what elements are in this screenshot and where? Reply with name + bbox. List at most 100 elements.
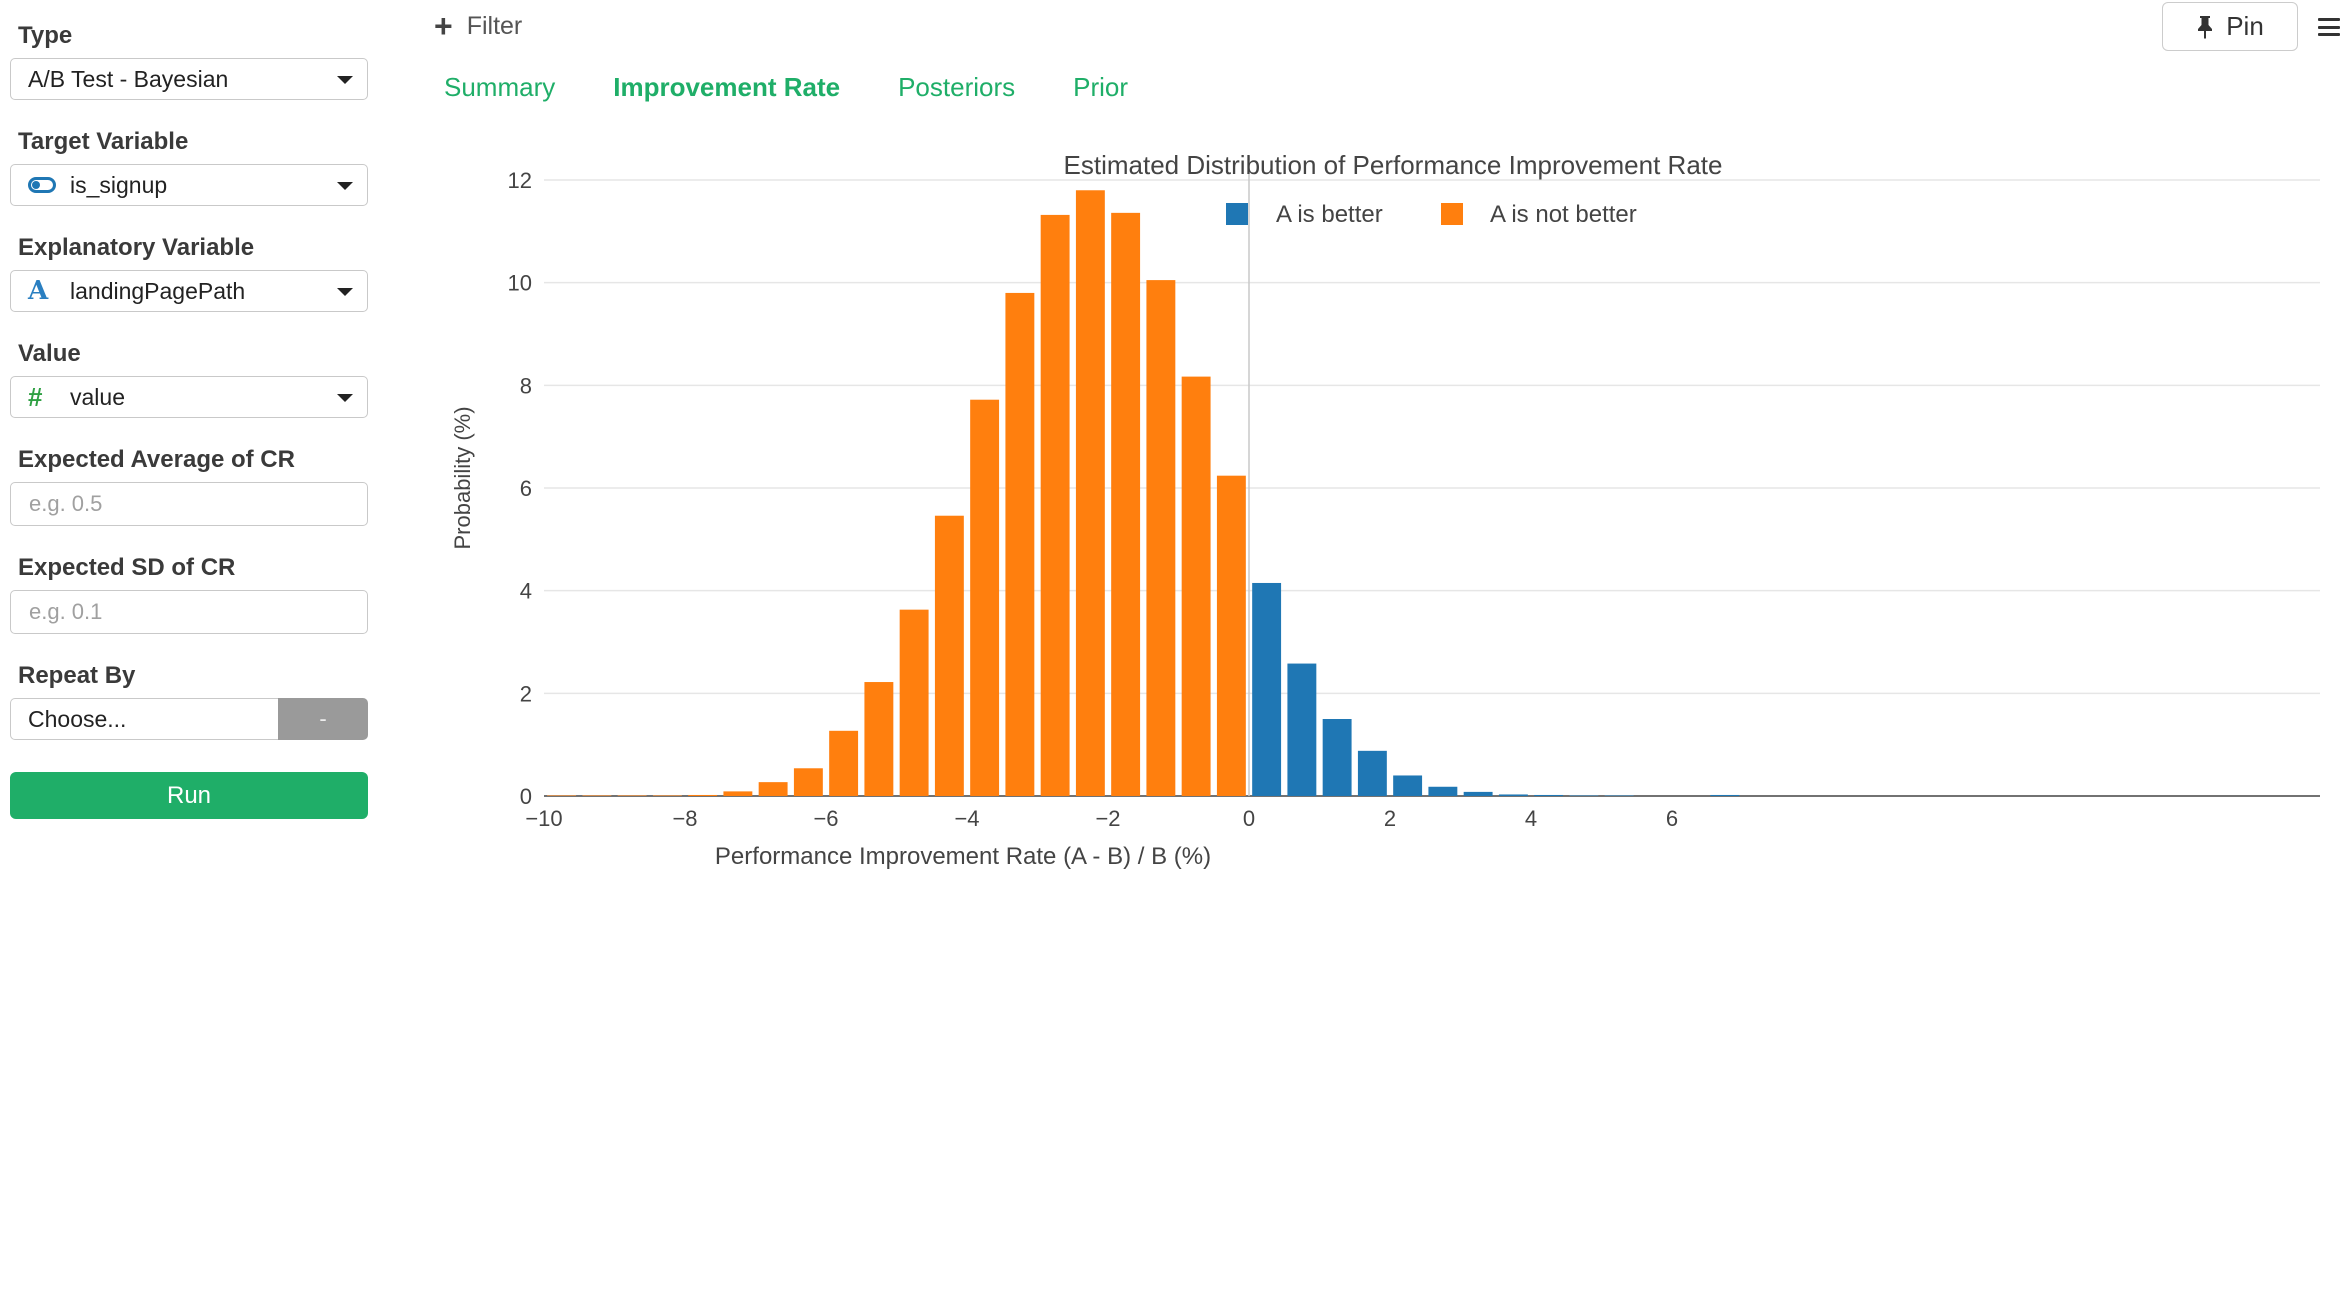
type-select[interactable]: A/B Test - Bayesian [10, 58, 368, 100]
chevron-down-icon [337, 394, 353, 402]
value-label: Value [18, 340, 81, 367]
bar-a-is-not-better [829, 730, 859, 796]
expected-average-input[interactable] [10, 482, 368, 526]
bar-a-is-better [1534, 794, 1564, 796]
legend-swatch-a-is-better [1226, 203, 1248, 225]
chart-bars [547, 190, 1740, 797]
bar-a-is-not-better [758, 782, 788, 796]
filter-label: Filter [466, 11, 523, 40]
x-tick-label: −2 [1095, 806, 1120, 831]
bar-a-is-not-better [1040, 214, 1070, 796]
bar-a-is-not-better [1146, 280, 1176, 797]
bar-a-is-not-better [864, 682, 894, 796]
run-button[interactable]: Run [10, 772, 368, 819]
chevron-down-icon [337, 288, 353, 296]
bar-a-is-not-better [582, 795, 612, 796]
x-tick-label: 6 [1666, 806, 1678, 831]
bar-a-is-not-better [970, 399, 1000, 796]
bar-a-is-better [1498, 794, 1528, 796]
bar-a-is-not-better [934, 515, 964, 796]
y-tick-label: 4 [520, 579, 532, 604]
tab-posteriors[interactable]: Posteriors [898, 72, 1016, 102]
chart-title: Estimated Distribution of Performance Im… [1064, 150, 1723, 180]
y-tick-label: 6 [520, 476, 532, 501]
type-label: Type [18, 22, 73, 49]
tab-prior[interactable]: Prior [1073, 72, 1129, 102]
chevron-down-icon [337, 76, 353, 84]
text-type-icon: A [28, 276, 49, 306]
x-tick-label: 0 [1243, 806, 1255, 831]
bar-a-is-better [1287, 663, 1317, 796]
y-axis-label: Probability (%) [450, 406, 475, 549]
x-axis-label: Performance Improvement Rate (A - B) / B… [715, 843, 1211, 870]
sidebar: Type A/B Test - Bayesian Target Variable… [0, 0, 390, 1312]
y-tick-label: 0 [520, 784, 532, 809]
bar-a-is-not-better [1005, 292, 1035, 796]
expected-average-label: Expected Average of CR [18, 446, 295, 473]
explanatory-variable-label: Explanatory Variable [18, 234, 255, 261]
repeat-by-select[interactable]: Choose... [10, 698, 278, 740]
expected-sd-input[interactable] [10, 590, 368, 634]
bar-a-is-better [1322, 719, 1352, 796]
bar-a-is-not-better [793, 768, 823, 796]
target-variable-select[interactable]: is_signup [10, 164, 368, 206]
bar-a-is-better [1428, 786, 1458, 796]
value-select[interactable]: # value [10, 376, 368, 418]
bar-a-is-better [1393, 775, 1423, 796]
number-type-icon: # [28, 381, 43, 412]
legend: A is better A is not better [1226, 201, 1637, 228]
pin-icon [2196, 15, 2214, 39]
explanatory-variable-select[interactable]: A landingPagePath [10, 270, 368, 312]
type-select-value: A/B Test - Bayesian [28, 65, 229, 92]
bar-a-is-not-better [723, 791, 753, 796]
plus-icon: + [434, 8, 453, 44]
bar-a-is-better [1463, 791, 1493, 796]
x-tick-label: −8 [672, 806, 697, 831]
tab-summary[interactable]: Summary [444, 72, 556, 102]
repeat-by-group: Choose... - [10, 698, 368, 740]
bar-a-is-not-better [1216, 475, 1246, 796]
bar-a-is-better [1252, 582, 1282, 796]
y-tick-label: 10 [508, 271, 532, 296]
x-tick-label: −6 [813, 806, 838, 831]
bar-a-is-not-better [1111, 212, 1141, 796]
bar-a-is-not-better [617, 795, 647, 796]
tab-improvement-rate[interactable]: Improvement Rate [613, 72, 841, 102]
value-select-value: value [70, 383, 125, 410]
target-variable-label: Target Variable [18, 128, 189, 155]
repeat-by-label: Repeat By [18, 662, 136, 689]
bar-a-is-not-better [899, 609, 929, 796]
y-tick-label: 12 [508, 168, 532, 193]
y-tick-label: 8 [520, 373, 532, 398]
filter-button[interactable]: + Filter [434, 8, 522, 44]
tab-bar: Summary Improvement Rate Posteriors Prio… [444, 72, 1186, 103]
bar-a-is-not-better [688, 794, 718, 796]
x-tick-label: −10 [525, 806, 562, 831]
legend-label-a-is-not-better: A is not better [1490, 201, 1637, 228]
x-tick-label: −4 [954, 806, 979, 831]
grid-lines [544, 179, 2320, 797]
target-variable-value: is_signup [70, 171, 168, 198]
hamburger-menu-icon[interactable] [2318, 18, 2340, 36]
bar-a-is-not-better [652, 795, 682, 796]
expected-sd-label: Expected SD of CR [18, 554, 236, 581]
x-tick-label: 4 [1525, 806, 1537, 831]
bar-a-is-better [1604, 795, 1634, 796]
repeat-by-remove-button[interactable]: - [278, 698, 368, 740]
pin-label: Pin [2226, 11, 2264, 41]
legend-swatch-a-is-not-better [1441, 203, 1463, 225]
bar-a-is-not-better [1181, 376, 1211, 796]
axis-ticks: 0 2 4 6 8 10 12 −10 −8 −6 −4 −2 0 2 4 6 [508, 168, 1679, 831]
bar-a-is-not-better [1075, 190, 1105, 796]
x-tick-label: 2 [1384, 806, 1396, 831]
bar-a-is-better [1569, 795, 1599, 796]
y-tick-label: 2 [520, 681, 532, 706]
improvement-rate-chart: 0 2 4 6 8 10 12 −10 −8 −6 −4 −2 0 2 4 6 Estimated Distr… [450, 150, 2320, 870]
pin-button[interactable]: Pin [2162, 2, 2298, 51]
bar-a-is-not-better [547, 795, 577, 796]
chevron-down-icon [337, 182, 353, 190]
bar-a-is-better [1357, 750, 1387, 796]
legend-label-a-is-better: A is better [1276, 201, 1383, 228]
toggle-icon [28, 177, 60, 193]
explanatory-variable-value: landingPagePath [70, 277, 246, 304]
